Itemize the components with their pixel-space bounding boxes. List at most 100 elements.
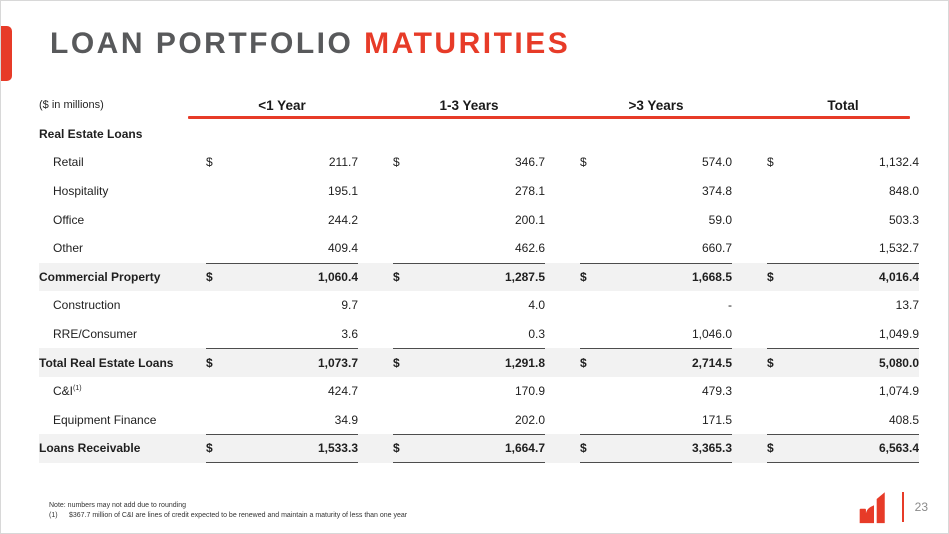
column-gap (732, 262, 767, 292)
dollar-sign-cell (767, 205, 797, 234)
row-label: RRE/Consumer (53, 327, 138, 342)
column-gap (732, 406, 767, 435)
value-cell: 211.7 (328, 155, 358, 170)
table-row: Equipment Finance 34.9 202.0 171.5 408.5 (39, 406, 919, 435)
value-cell: 3,365.3 (610, 434, 732, 463)
row-label: Loans Receivable (39, 434, 206, 463)
value-cell (236, 120, 358, 149)
column-gap (732, 148, 767, 177)
value-cell (423, 120, 545, 149)
header-underline (188, 116, 910, 119)
table-row: Total Real Estate Loans $1,073.7 $1,291.8 $… (39, 348, 919, 377)
dollar-sign-cell (580, 177, 610, 206)
column-gap (358, 348, 393, 377)
dollar-sign-cell (767, 291, 797, 320)
column-gap (545, 406, 580, 435)
slide-footer: 23 (857, 488, 928, 526)
dollar-sign-cell: $ (393, 434, 423, 463)
table-row: Commercial Property $1,060.4 $1,287.5 $1,66… (39, 262, 919, 292)
dollar-sign-cell (206, 377, 236, 406)
maturities-table: ($ in millions) <1 Year 1-3 Years >3 Yea… (39, 91, 921, 463)
value-cell: 1,287.5 (423, 262, 545, 292)
value-cell: 462.6 (514, 241, 545, 256)
dollar-sign-cell (393, 205, 423, 234)
dollar-sign-cell (580, 120, 610, 149)
row-label: Total Real Estate Loans (39, 348, 206, 377)
dollar-sign-cell: $ (206, 348, 236, 377)
value-cell: 6,563.4 (797, 434, 919, 463)
dollar-sign-cell (206, 406, 236, 435)
column-gap (545, 205, 580, 234)
dollar-sign-cell: $ (206, 262, 236, 292)
value-cell: 9.7 (341, 298, 358, 313)
footnote-1-marker: (1) (49, 512, 58, 519)
table-row: C&I(1) 424.7 170.9 479.3 1,074.9 (39, 377, 919, 406)
dollar-sign-cell (393, 291, 423, 320)
column-gap (545, 434, 580, 463)
value-cell: 1,060.4 (236, 262, 358, 292)
column-gap (358, 234, 393, 263)
footer-divider (901, 492, 904, 522)
row-label: Commercial Property (39, 262, 206, 292)
value-cell: 660.7 (701, 241, 732, 256)
dollar-sign-cell (393, 120, 423, 149)
dollar-sign-cell: $ (206, 155, 213, 170)
dollar-sign-cell (393, 234, 423, 263)
dollar-sign-cell: $ (206, 434, 236, 463)
unit-label: ($ in millions) (39, 99, 104, 112)
value-cell: 408.5 (888, 412, 919, 427)
footnotes: Note: numbers may not add due to roundin… (49, 501, 407, 521)
dollar-sign-cell (580, 205, 610, 234)
column-gap (545, 120, 580, 149)
dollar-sign-cell: $ (393, 348, 423, 377)
title-primary: LOAN PORTFOLIO (50, 27, 354, 60)
dollar-sign-cell (767, 234, 797, 263)
dollar-sign-cell: $ (580, 348, 610, 377)
column-gap (358, 262, 393, 292)
value-cell: 5,080.0 (797, 348, 919, 377)
column-gap (545, 320, 580, 349)
column-gap (358, 148, 393, 177)
column-gap (732, 177, 767, 206)
value-cell: 346.7 (514, 155, 545, 170)
dollar-sign-cell (206, 234, 236, 263)
column-gap (545, 348, 580, 377)
footnote-1: (1) $367.7 million of C&I are lines of cr… (49, 511, 407, 521)
row-label: Retail (53, 155, 84, 170)
loan-maturities-table: ($ in millions) <1 Year 1-3 Years >3 Yea… (39, 91, 919, 463)
column-gap (358, 377, 393, 406)
column-gap (732, 434, 767, 463)
dollar-sign-cell (767, 406, 797, 435)
dollar-sign-cell (767, 177, 797, 206)
value-cell: 244.2 (327, 212, 358, 227)
value-cell: 59.0 (708, 212, 732, 227)
dollar-sign-cell: $ (393, 262, 423, 292)
column-gap (358, 320, 393, 349)
value-cell: 3.6 (341, 327, 358, 342)
dollar-sign-cell (580, 291, 610, 320)
value-cell: 1,046.0 (691, 327, 732, 342)
dollar-sign-cell (393, 320, 423, 349)
value-cell: 278.1 (514, 184, 545, 199)
row-label: Equipment Finance (53, 412, 157, 427)
table-row: Office 244.2 200.1 59.0 503.3 (39, 205, 919, 234)
column-gap (358, 205, 393, 234)
dollar-sign-cell (393, 177, 423, 206)
column-gap (545, 177, 580, 206)
column-gap (545, 291, 580, 320)
value-cell: 374.8 (701, 184, 732, 199)
table-row: Retail $211.7 $346.7 $574.0 $1,132.4 (39, 148, 919, 177)
column-gap (545, 234, 580, 263)
column-gap (358, 406, 393, 435)
company-logo-icon (859, 492, 885, 524)
column-gap (545, 262, 580, 292)
column-gap (732, 205, 767, 234)
column-gap (358, 177, 393, 206)
column-gap (732, 377, 767, 406)
dollar-sign-cell (393, 406, 423, 435)
table-row: Construction 9.7 4.0 - 13.7 (39, 291, 919, 320)
value-cell: 1,074.9 (878, 384, 919, 399)
dollar-sign-cell: $ (393, 155, 400, 170)
footnote-ref: (1) (73, 385, 82, 393)
